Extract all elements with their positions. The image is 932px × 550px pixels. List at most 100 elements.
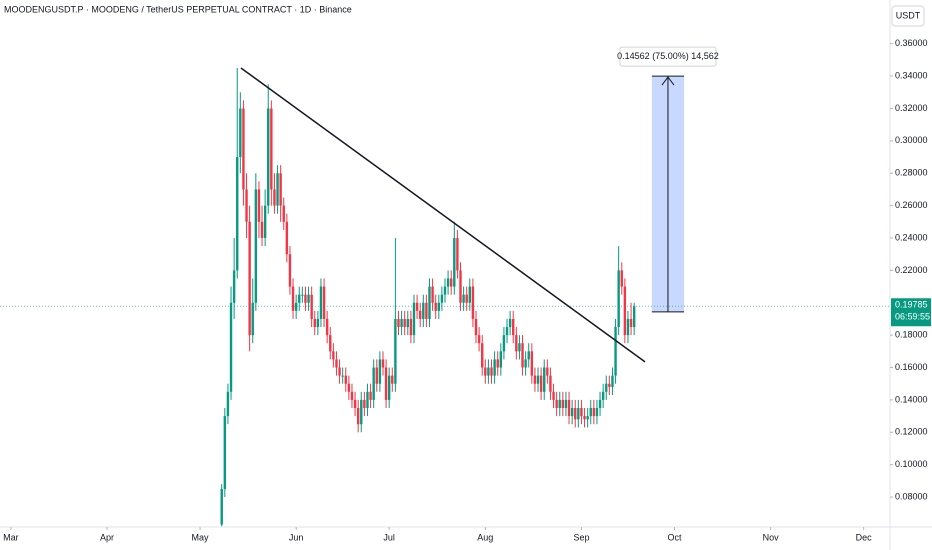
candle-body (403, 318, 406, 328)
candle-body (471, 286, 475, 319)
candle-body (304, 294, 307, 303)
currency: USDT (896, 10, 921, 20)
candle-body (580, 408, 583, 417)
candle-body (381, 359, 385, 368)
candle-body (474, 318, 478, 336)
x-tick-label: Aug (477, 532, 493, 542)
y-tick-label: 0.26000 (895, 200, 928, 210)
y-tick-label: 0.30000 (895, 135, 928, 145)
candle-body (617, 270, 620, 328)
candle-body (450, 278, 453, 287)
candle-body (322, 286, 326, 319)
measure-arrow-head (661, 76, 675, 86)
candle-body (555, 399, 558, 408)
candle-body (344, 375, 347, 384)
candle-body (530, 351, 534, 376)
candle-body (236, 157, 239, 271)
candle-body (422, 302, 425, 319)
candle-body (558, 399, 561, 408)
countdown: 06:59:55 (895, 312, 930, 322)
currency-box[interactable] (891, 5, 925, 27)
candle-body (276, 173, 279, 206)
candle-body (418, 310, 422, 319)
candle-body (384, 367, 388, 400)
candle-body (524, 359, 527, 368)
measure-label-box (619, 46, 717, 67)
candle-body (493, 359, 496, 376)
candle-body (307, 294, 310, 303)
candle-body (372, 367, 375, 400)
candle-body (515, 335, 518, 352)
candle-body (316, 318, 320, 328)
candle-body (577, 408, 580, 420)
candle-body (443, 286, 447, 295)
candle-body (223, 416, 227, 489)
candle-body (319, 286, 323, 319)
candle-body (623, 286, 627, 336)
candle-body (242, 108, 245, 190)
candle-body (536, 375, 540, 384)
candle-body (341, 375, 344, 377)
candle-body (226, 391, 230, 417)
candle-body (329, 335, 332, 352)
candle-body (313, 318, 316, 328)
candle-body (332, 351, 335, 360)
candle-body (564, 399, 568, 408)
y-tick-label: 0.10000 (895, 459, 928, 469)
candle-body (508, 318, 512, 328)
candle-body (539, 375, 543, 392)
candle-body (391, 375, 394, 384)
candle-body (549, 375, 552, 392)
candle-body (502, 335, 506, 352)
y-tick-label: 0.28000 (895, 168, 928, 178)
candle-body (561, 399, 565, 408)
x-tick-label: Mar (3, 532, 19, 542)
candle-body (468, 286, 472, 303)
x-tick-label: Apr (100, 532, 114, 542)
candle-body (614, 327, 617, 376)
candle-body (232, 270, 236, 303)
candle-body (282, 205, 285, 222)
candle-body (601, 391, 605, 400)
x-tick-label: Nov (763, 532, 780, 542)
candle-body (375, 367, 378, 384)
candle-body (412, 302, 416, 336)
x-tick-label: Dec (856, 532, 873, 542)
candle-body (459, 270, 462, 303)
candle-body (527, 351, 530, 360)
x-tick-label: Oct (667, 532, 682, 542)
candle-body (552, 391, 555, 400)
candle-body (484, 367, 487, 376)
candle-body (518, 343, 521, 352)
candle-body (570, 408, 574, 417)
candle-body (279, 173, 282, 206)
candle-body (360, 399, 363, 425)
candle-body (499, 351, 503, 368)
candle-body (477, 335, 481, 344)
candle-body (294, 302, 298, 311)
candle-body (335, 359, 338, 368)
x-tick-label: May (192, 532, 210, 542)
candle-body (462, 294, 465, 303)
candle-body (288, 254, 292, 287)
candle-body (611, 375, 614, 387)
candle-body (353, 399, 357, 408)
candle-body (595, 408, 599, 417)
y-tick-label: 0.08000 (895, 491, 928, 501)
candle-body (301, 294, 304, 296)
y-tick-label: 0.16000 (895, 362, 928, 372)
measure-label: 0.14562 (75.00%) 14,562 (617, 51, 719, 61)
y-tick-label: 0.12000 (895, 427, 928, 437)
candle-body (583, 416, 586, 420)
candle-body (394, 318, 397, 384)
candle-body (620, 270, 623, 287)
candle-body (285, 221, 289, 255)
candle-body (574, 408, 577, 420)
trendline (240, 67, 646, 363)
candle-body (608, 383, 611, 387)
y-tick-label: 0.32000 (895, 103, 928, 113)
last-price-label: 0.19785 (895, 300, 928, 310)
candle-body (626, 318, 630, 336)
candle-body (521, 343, 524, 368)
